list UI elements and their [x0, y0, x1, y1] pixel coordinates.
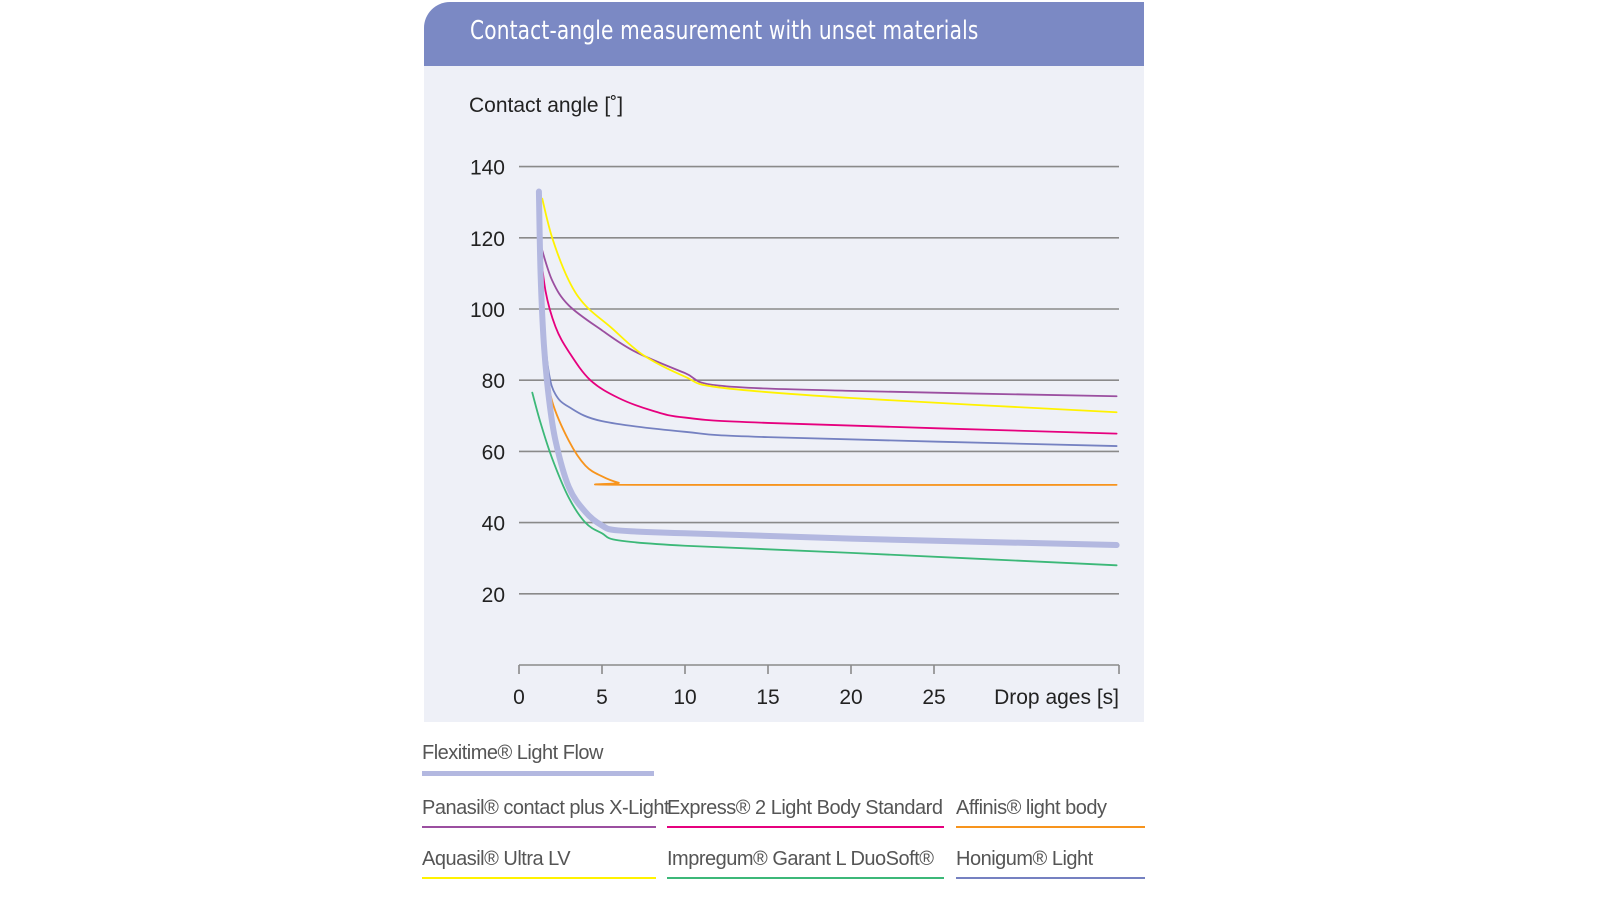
series-line-2	[538, 236, 1118, 435]
chart-header: Contact-angle measurement with unset mat…	[424, 2, 1144, 66]
series-line-5	[531, 391, 1118, 567]
legend-swatch	[956, 826, 1145, 828]
x-tick-label: 10	[673, 686, 696, 709]
legend-swatch	[422, 771, 654, 776]
legend-label: Panasil® contact plus X-Light	[422, 797, 670, 819]
legend-swatch	[422, 877, 656, 879]
x-tick-label: 5	[596, 686, 608, 709]
y-tick-label: 120	[470, 228, 505, 251]
x-tick-label: 15	[756, 686, 779, 709]
x-axis-label: Drop ages [s]	[994, 686, 1119, 709]
y-axis-label: Contact angle [˚]	[469, 94, 623, 117]
legend-label: Honigum® Light	[956, 848, 1093, 870]
series-line-4	[541, 197, 1118, 414]
legend-label: Impregum® Garant L DuoSoft®	[667, 848, 934, 870]
y-tick-label: 100	[470, 299, 505, 322]
legend-swatch	[667, 877, 944, 879]
legend-label: Affinis® light body	[956, 797, 1107, 819]
series-line-6	[539, 268, 1118, 447]
chart-title: Contact-angle measurement with unset mat…	[470, 16, 979, 46]
legend-label: Flexitime® Light Flow	[422, 742, 603, 764]
legend-swatch	[956, 877, 1145, 879]
legend-swatch	[667, 826, 944, 828]
series-line-1	[539, 244, 1118, 398]
y-tick-label: 20	[482, 584, 505, 607]
y-tick-label: 80	[482, 370, 505, 393]
x-tick-label: 20	[839, 686, 862, 709]
y-tick-label: 40	[482, 513, 505, 536]
x-tick-label: 25	[922, 686, 945, 709]
y-tick-label: 60	[482, 441, 505, 464]
x-tick-label: 0	[513, 686, 525, 709]
legend-label: Aquasil® Ultra LV	[422, 848, 571, 870]
y-tick-label: 140	[470, 157, 505, 180]
series-line-0	[535, 188, 1120, 549]
legend-swatch	[422, 826, 656, 828]
legend-label: Express® 2 Light Body Standard	[667, 797, 943, 819]
